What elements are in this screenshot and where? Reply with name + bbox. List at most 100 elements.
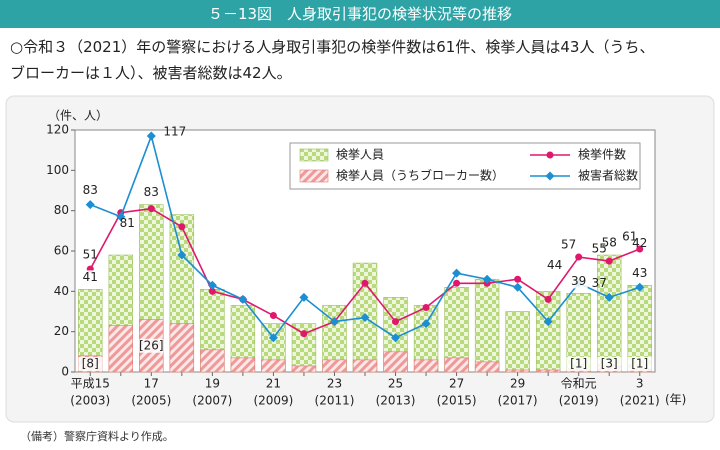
value-label: 81 xyxy=(120,216,135,230)
label-bg xyxy=(569,274,588,289)
legend-swatch xyxy=(299,148,329,162)
header-title: ５－13図 人身取引事犯の検挙状況等の推移 xyxy=(0,0,720,28)
marker xyxy=(116,212,126,222)
bar xyxy=(383,351,408,373)
value-label: 55 xyxy=(592,242,607,256)
x-tick-label: 令和元 xyxy=(561,377,597,391)
marker xyxy=(85,200,95,210)
x-tick-label: 3 xyxy=(636,377,644,391)
legend-label: 検挙人員 xyxy=(336,148,384,162)
x-tick-label: 25 xyxy=(388,377,403,391)
label-bg xyxy=(600,236,619,251)
x-tick-label: (2011) xyxy=(315,394,355,408)
bar xyxy=(261,359,286,373)
value-label: 51 xyxy=(83,248,98,262)
marker xyxy=(329,317,339,327)
bar xyxy=(108,325,133,373)
legend-marker xyxy=(546,151,554,159)
value-label: 58 xyxy=(602,236,617,250)
legend-marker xyxy=(545,171,555,181)
value-label: [1] xyxy=(631,357,648,371)
marker xyxy=(453,279,461,287)
bar xyxy=(535,369,561,373)
summary-line: ○令和３（2021）年の警察における人身取引事犯の検挙件数は61件、検挙人員は4… xyxy=(10,38,655,56)
marker xyxy=(636,245,644,253)
value-label: [8] xyxy=(82,357,99,371)
label-bg xyxy=(142,185,161,200)
marker xyxy=(514,275,522,283)
summary: ○令和３（2021）年の警察における人身取引事犯の検挙件数は61件、検挙人員は4… xyxy=(10,34,710,86)
bar xyxy=(444,357,469,373)
label-bg xyxy=(630,266,649,281)
legend-label: 検挙件数 xyxy=(578,147,626,162)
x-tick-label: 27 xyxy=(449,377,464,391)
marker xyxy=(178,223,186,231)
marker xyxy=(543,317,553,327)
marker xyxy=(361,279,369,287)
label-bg xyxy=(566,357,591,371)
y-tick-label: 40 xyxy=(54,284,69,298)
bar xyxy=(535,291,561,373)
label-bg xyxy=(139,338,164,353)
y-tick-label: 60 xyxy=(54,244,69,258)
value-label: 44 xyxy=(547,258,562,272)
value-label: 39 xyxy=(571,274,586,288)
marker xyxy=(392,318,400,326)
bar xyxy=(169,323,195,373)
marker xyxy=(360,313,370,323)
x-tick-label: 29 xyxy=(510,377,525,391)
marker xyxy=(391,333,401,343)
value-label: [3] xyxy=(601,357,618,371)
x-tick-label: (2007) xyxy=(192,394,232,408)
value-label: [1] xyxy=(570,357,587,371)
marker xyxy=(452,268,462,278)
marker xyxy=(422,303,430,311)
bar xyxy=(505,311,530,373)
marker xyxy=(207,280,217,290)
bar xyxy=(352,359,378,373)
summary-line: ブローカーは１人）、被害者総数は42人。 xyxy=(10,64,292,82)
marker xyxy=(177,250,187,260)
value-label: 43 xyxy=(632,266,647,280)
label-bg xyxy=(78,357,103,371)
marker xyxy=(604,292,614,302)
marker xyxy=(147,205,155,213)
marker xyxy=(482,274,492,284)
x-tick-label: 19 xyxy=(205,377,220,391)
legend-label: 被害者総数 xyxy=(578,168,638,183)
marker xyxy=(269,312,277,320)
bar xyxy=(474,278,500,373)
value-label: 83 xyxy=(144,185,159,199)
legend-swatch xyxy=(299,169,329,183)
y-tick-label: 80 xyxy=(54,203,69,217)
x-tick-label: (2017) xyxy=(498,394,538,408)
y-tick-label: 120 xyxy=(46,123,69,137)
bar xyxy=(505,369,530,373)
value-label: 42 xyxy=(632,236,647,250)
legend-box xyxy=(289,142,641,190)
x-tick-label: 17 xyxy=(144,377,159,391)
legend-label: 検挙人員（うちブローカー数） xyxy=(336,168,504,183)
value-label: 117 xyxy=(163,125,186,139)
marker xyxy=(299,292,309,302)
x-tick-label: (2005) xyxy=(131,394,171,408)
marker xyxy=(575,253,583,261)
bar xyxy=(597,254,622,373)
marker xyxy=(300,330,308,338)
value-label: 37 xyxy=(592,276,607,290)
marker xyxy=(268,333,278,343)
x-tick-label: 21 xyxy=(266,377,281,391)
x-tick-label: (2003) xyxy=(70,394,110,408)
y-tick-label: 0 xyxy=(61,365,69,379)
x-tick-label: (2015) xyxy=(437,394,477,408)
marker xyxy=(146,131,156,141)
label-bg xyxy=(627,357,652,371)
value-label: 57 xyxy=(561,238,576,252)
value-label: [26] xyxy=(139,338,164,352)
x-tick-label: (2009) xyxy=(253,394,293,408)
bar xyxy=(230,357,256,373)
y-tick-label: 20 xyxy=(54,324,69,338)
bar xyxy=(322,359,347,373)
